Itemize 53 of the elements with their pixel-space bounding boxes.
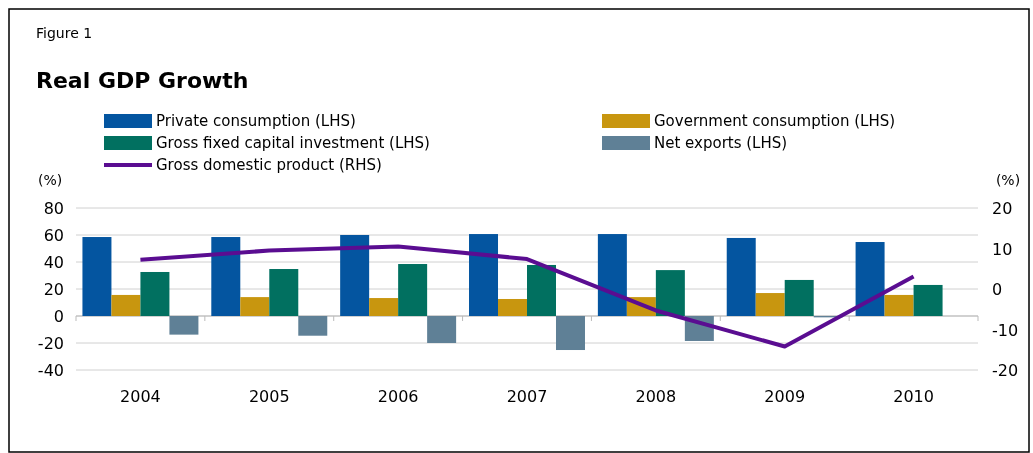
bar bbox=[884, 294, 914, 316]
legend-label: Gross fixed capital investment (LHS) bbox=[156, 134, 430, 152]
x-tick-label: 2007 bbox=[506, 387, 548, 406]
bar bbox=[169, 316, 199, 335]
y-tick-label: -20 bbox=[37, 334, 64, 353]
y2-tick-label: 10 bbox=[992, 239, 1013, 259]
bar bbox=[726, 237, 756, 316]
bar bbox=[369, 298, 399, 316]
x-tick-label: 2008 bbox=[635, 387, 677, 406]
x-tick-label: 2004 bbox=[120, 387, 161, 406]
y2-tick-label: -20 bbox=[992, 361, 1019, 380]
bar bbox=[755, 293, 785, 316]
bar bbox=[498, 298, 527, 316]
bar bbox=[340, 235, 370, 316]
x-tick-label: 2010 bbox=[893, 387, 934, 406]
y2-tick-label: -10 bbox=[992, 320, 1019, 340]
bar bbox=[427, 316, 457, 343]
y-tick-label: -40 bbox=[37, 361, 64, 380]
y-tick-label: 40 bbox=[43, 253, 64, 272]
chart-title: Real GDP Growth bbox=[36, 68, 249, 93]
y-axis-title: (%) bbox=[38, 172, 63, 188]
y2-tick-label: 0 bbox=[992, 280, 1003, 299]
y-tick-label: 60 bbox=[43, 226, 64, 245]
x-tick-label: 2005 bbox=[248, 387, 290, 406]
caption: Figure 1 bbox=[36, 25, 93, 41]
bar bbox=[240, 297, 270, 316]
bar bbox=[527, 264, 556, 316]
y-tick-label: 0 bbox=[53, 307, 64, 326]
bar bbox=[784, 279, 814, 316]
bar bbox=[140, 271, 170, 316]
bar bbox=[298, 316, 328, 336]
bar bbox=[855, 242, 885, 316]
x-tick-label: 2006 bbox=[377, 387, 419, 406]
bar bbox=[111, 294, 141, 316]
y2-tick-label: 20 bbox=[992, 199, 1013, 218]
y-tick-label: 20 bbox=[43, 280, 64, 299]
legend-label: Net exports (LHS) bbox=[654, 134, 788, 152]
bar bbox=[398, 264, 428, 316]
y-tick-label: 80 bbox=[43, 199, 64, 218]
x-tick-label: 2009 bbox=[764, 387, 806, 406]
bar bbox=[469, 234, 499, 316]
bar bbox=[82, 237, 112, 316]
y2-axis-title: (%) bbox=[995, 172, 1021, 188]
legend-label: Government consumption (LHS) bbox=[654, 112, 896, 130]
bar bbox=[211, 237, 241, 316]
legend-label: Gross domestic product (RHS) bbox=[156, 156, 382, 174]
bar bbox=[655, 270, 685, 316]
bar bbox=[555, 316, 585, 351]
bar bbox=[597, 234, 627, 316]
bar bbox=[269, 269, 299, 316]
line-series bbox=[138, 244, 916, 349]
legend-label: Private consumption (LHS) bbox=[156, 112, 356, 130]
bar bbox=[913, 284, 943, 316]
